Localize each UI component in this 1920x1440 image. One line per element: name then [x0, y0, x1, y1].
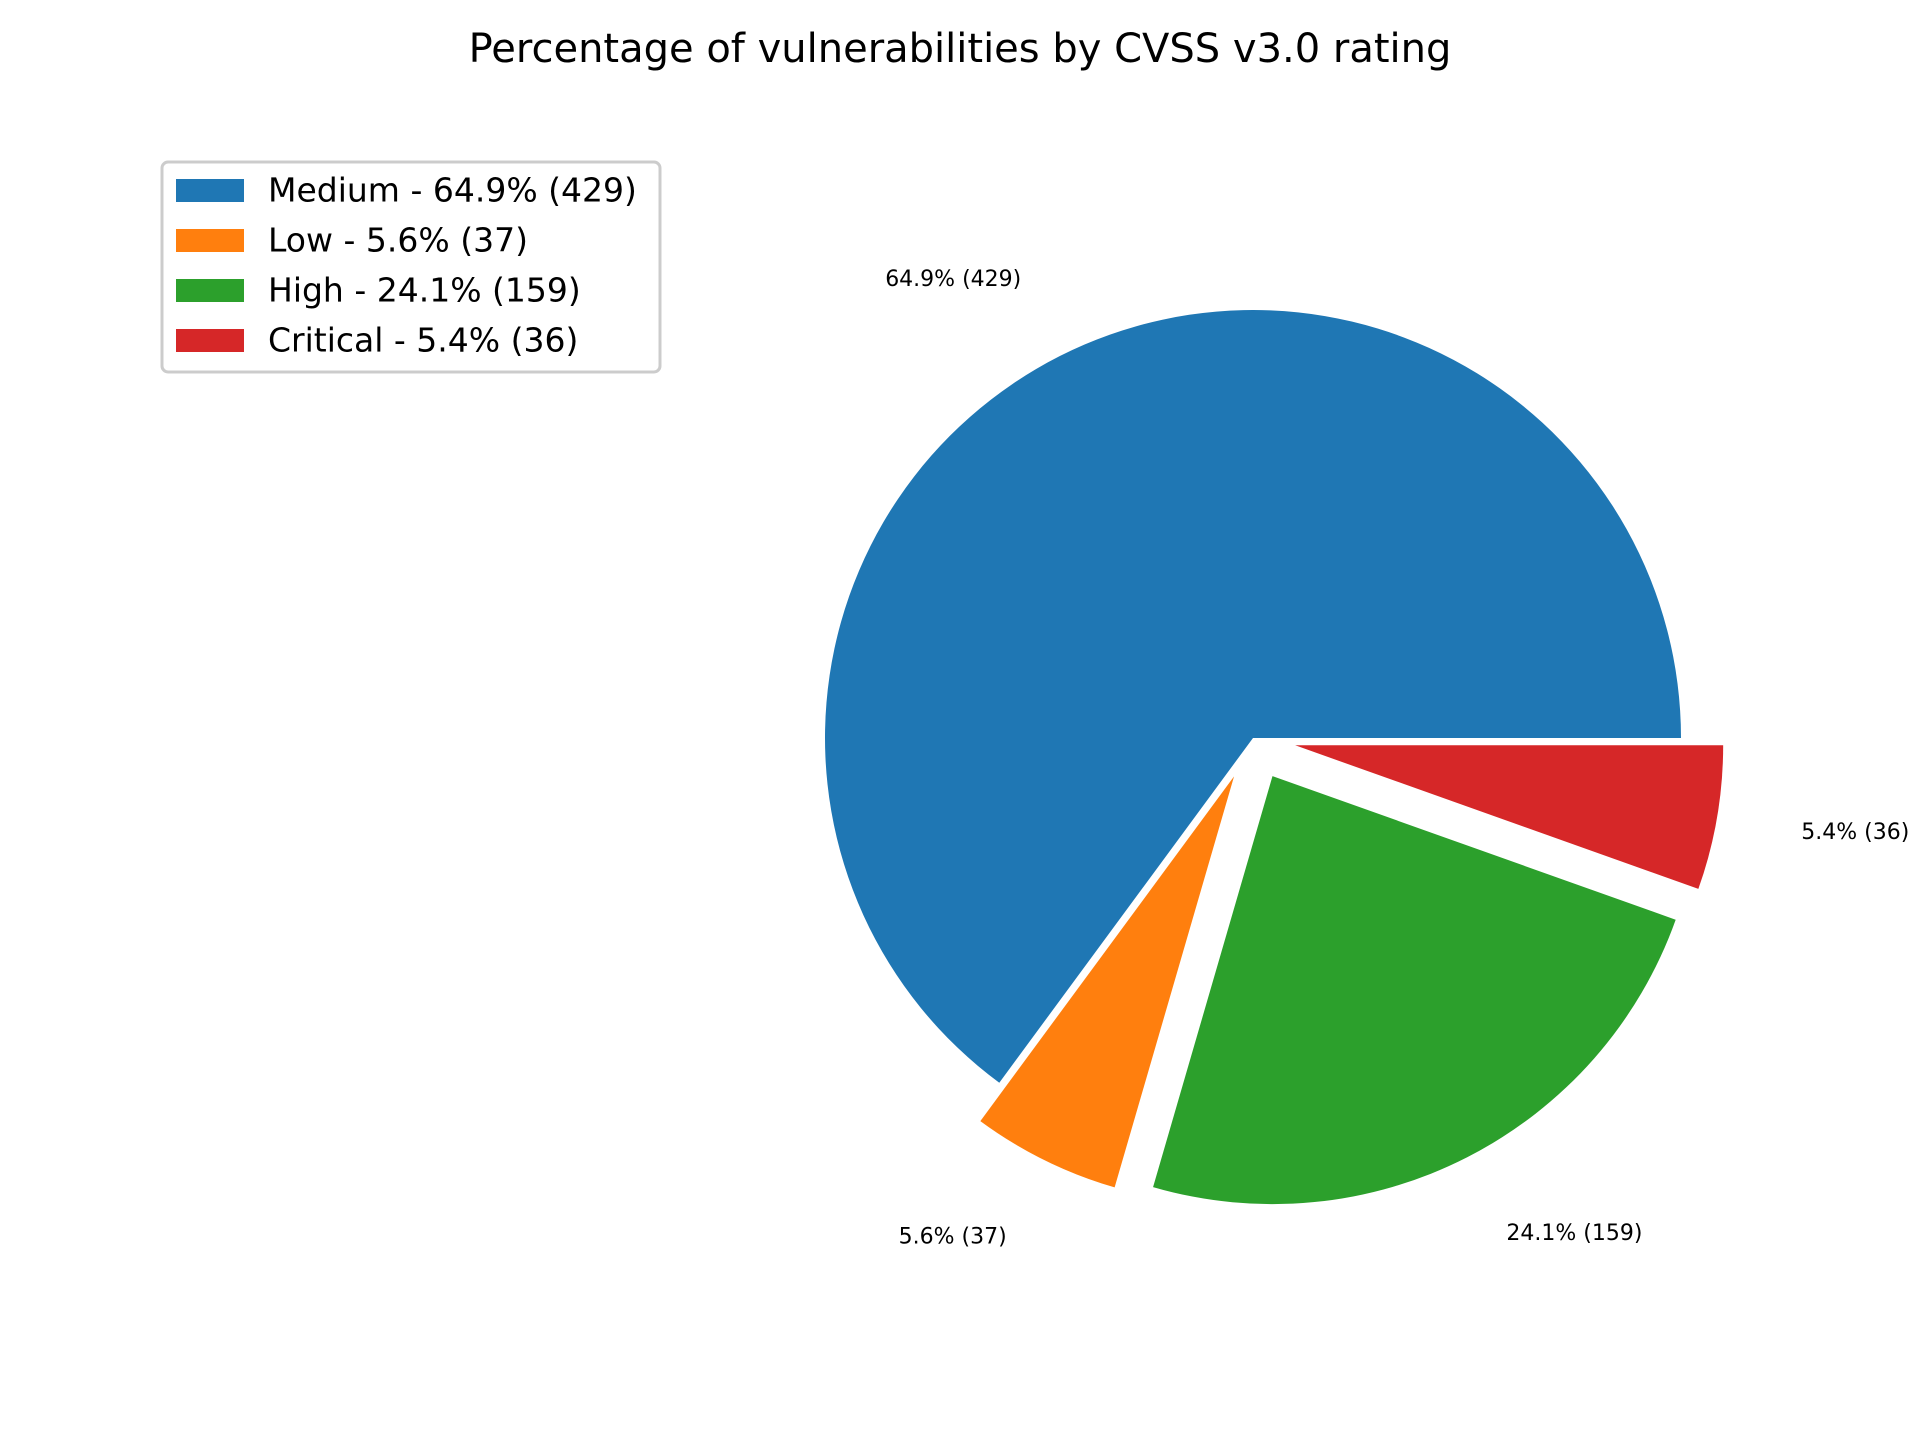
slice-label-medium: 64.9% (429) [885, 267, 1021, 292]
slice-label-high: 24.1% (159) [1506, 1221, 1642, 1246]
slice-label-low: 5.6% (37) [899, 1224, 1007, 1249]
legend-items: Medium - 64.9% (429) Low - 5.6% (37) High … [176, 171, 637, 360]
legend-label-medium: Medium - 64.9% (429) [268, 171, 637, 210]
legend-label-critical: Critical - 5.4% (36) [268, 321, 578, 360]
pie-slice-critical [1295, 745, 1724, 889]
chart-title: Percentage of vulnerabilities by CVSS v3… [469, 26, 1452, 72]
pie-slice-low [980, 776, 1235, 1188]
legend-frame [160, 160, 662, 374]
legend: Medium - 64.9% (429) Low - 5.6% (37) High … [160, 160, 662, 374]
legend-label-high: High - 24.1% (159) [268, 271, 581, 310]
legend-label-low: Low - 5.6% (37) [268, 221, 528, 260]
slice-labels: 64.9% (429) 5.6% (37) 24.1% (159) 5.4% (36) [885, 267, 1909, 1249]
pie-slice-high [1153, 776, 1676, 1205]
pie-slices [824, 310, 1724, 1205]
legend-swatch-high [176, 279, 244, 302]
legend-swatch-critical [176, 329, 244, 352]
legend-swatch-medium [176, 179, 244, 202]
legend-swatch-low [176, 229, 244, 252]
pie-slice-medium [824, 310, 1681, 1083]
slice-label-critical: 5.4% (36) [1801, 820, 1909, 845]
